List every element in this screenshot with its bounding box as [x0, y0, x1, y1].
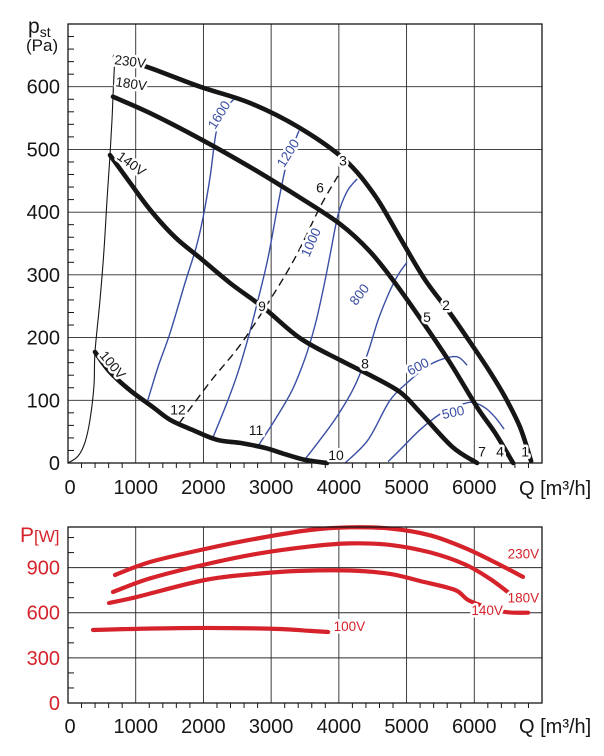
x-tick-label: 3000 — [249, 477, 294, 499]
y-tick-label: 600 — [27, 77, 60, 99]
voltage-curve-180v — [110, 94, 516, 466]
curve-label-230v: 230V — [114, 52, 147, 71]
x-axis-title: Q [m³/h] — [519, 478, 591, 500]
operating-point-label-1: 1 — [521, 444, 529, 460]
power-curve-100v — [90, 625, 331, 635]
operating-point-label-4: 4 — [496, 444, 504, 460]
x-tick-label: 1000 — [113, 716, 158, 738]
power-curve-140v — [106, 568, 531, 615]
pressure-axis-unit: (Pa) — [26, 36, 58, 55]
stall-limit-line — [67, 56, 116, 464]
operating-point-label-9: 9 — [258, 298, 266, 314]
curve-label-100v: 100V — [334, 619, 366, 634]
x-tick-label: 3000 — [249, 716, 294, 738]
y-tick-label: 0 — [49, 453, 60, 475]
pressure-grid — [68, 24, 542, 463]
y-tick-label: 100 — [27, 390, 60, 412]
power-minor-ticks — [68, 537, 529, 708]
rpm-curve-1600 — [146, 95, 238, 404]
y-tick-label: 0 — [49, 693, 60, 715]
y-tick-label: 600 — [27, 603, 60, 625]
rpm-curve-label-1000: 1000 — [298, 226, 324, 260]
x-axis-title: Q [m³/h] — [519, 716, 591, 738]
y-tick-label: 500 — [27, 139, 60, 161]
pressure-chart: 160012001000800600500230V180V140V100V123… — [27, 23, 591, 500]
x-tick-label: 6000 — [452, 716, 497, 738]
y-tick-label: 200 — [27, 328, 60, 350]
rpm-curve-1200 — [212, 130, 300, 438]
x-tick-label: 5000 — [384, 477, 429, 499]
operating-point-label-3: 3 — [339, 153, 347, 169]
x-tick-label: 4000 — [317, 716, 362, 738]
rpm-curve-label-1200: 1200 — [274, 136, 303, 169]
rpm-curve-600 — [344, 355, 468, 464]
x-tick-label: 5000 — [384, 716, 429, 738]
x-tick-label: 0 — [64, 477, 75, 499]
x-tick-label: 2000 — [181, 716, 226, 738]
x-tick-label: 4000 — [317, 477, 362, 499]
operating-point-label-8: 8 — [361, 355, 369, 371]
voltage-curve-230v — [112, 54, 534, 464]
operating-point-label-5: 5 — [423, 309, 431, 325]
voltage-curve-140v — [107, 152, 480, 466]
operating-point-label-7: 7 — [478, 444, 486, 460]
rpm-curve-500 — [387, 401, 505, 463]
x-tick-label: 6000 — [452, 477, 497, 499]
pressure-minor-ticks — [68, 36, 529, 468]
operating-point-label-2: 2 — [442, 297, 450, 313]
rpm-curve-label-600: 600 — [405, 355, 432, 379]
operating-point-label-10: 10 — [328, 447, 344, 463]
pressure-plot-border — [67, 23, 543, 464]
operating-point-label-12: 12 — [170, 402, 186, 418]
x-tick-label: 2000 — [181, 477, 226, 499]
power-plot-border — [67, 526, 543, 704]
y-tick-label: 400 — [27, 202, 60, 224]
power-curve-180v — [110, 541, 515, 598]
curve-label-180v: 180V — [115, 74, 148, 93]
x-tick-label: 1000 — [113, 477, 158, 499]
y-tick-label: 300 — [27, 648, 60, 670]
curve-label-140v: 140V — [471, 603, 503, 618]
curve-label-140v: 140V — [114, 148, 148, 179]
rpm-curve-label-500: 500 — [441, 403, 466, 422]
x-tick-label: 0 — [64, 716, 75, 738]
operating-point-label-11: 11 — [249, 422, 264, 438]
rpm-curve-label-800: 800 — [347, 281, 373, 308]
curve-label-230v: 230V — [508, 547, 540, 562]
system-curve-dashed — [179, 175, 339, 423]
power-axis-title: P[W] — [20, 524, 60, 547]
operating-point-label-6: 6 — [316, 180, 324, 196]
voltage-curve-100v — [92, 349, 330, 466]
y-tick-label: 900 — [27, 558, 60, 580]
curve-label-180v: 180V — [508, 591, 540, 606]
power-grid — [68, 527, 542, 703]
y-tick-label: 300 — [27, 265, 60, 287]
rpm-curve-1000 — [257, 178, 358, 447]
